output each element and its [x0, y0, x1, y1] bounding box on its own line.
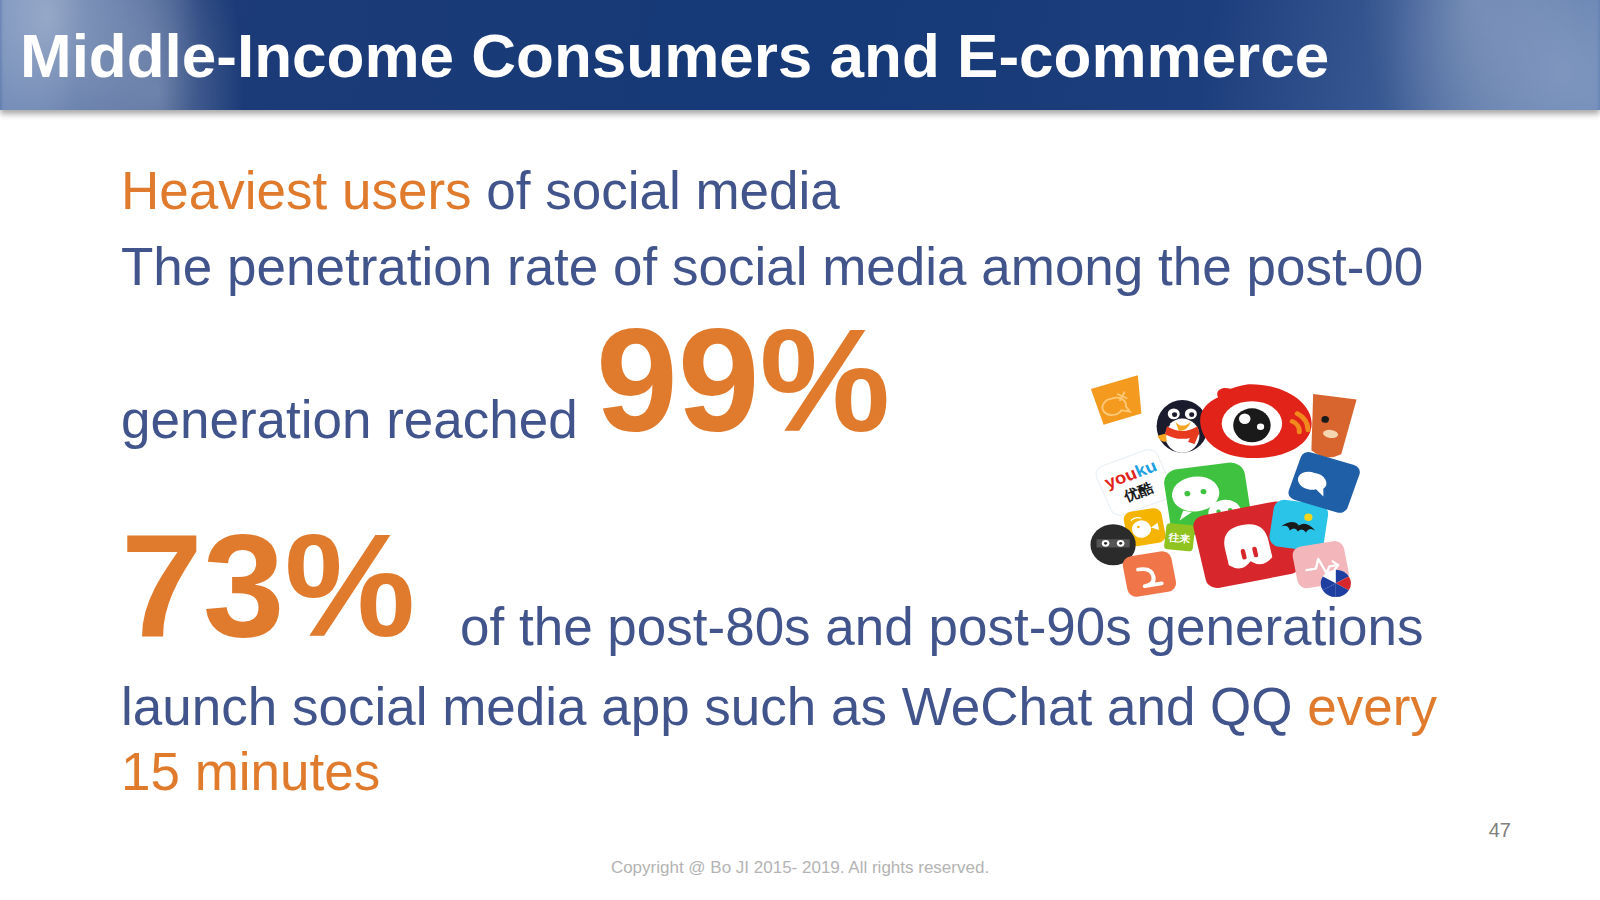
svg-text:往来: 往来 — [1167, 532, 1192, 545]
